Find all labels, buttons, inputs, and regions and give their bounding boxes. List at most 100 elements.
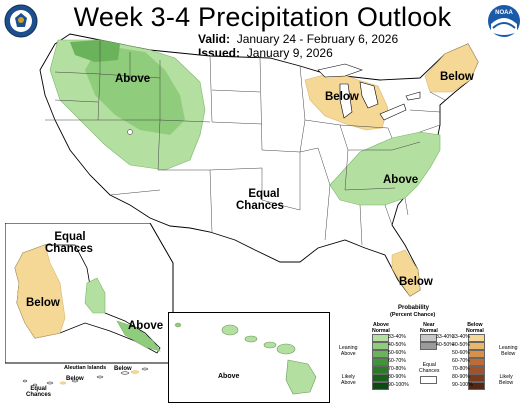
alaska-inset xyxy=(5,223,174,387)
leaning-below-2: Below xyxy=(501,351,516,357)
above-swatch-7 xyxy=(372,382,389,390)
legend-likely-below: Likely Below xyxy=(499,374,513,386)
below-northeast-region xyxy=(424,43,479,93)
near-swatch-2 xyxy=(420,342,437,350)
above-range-2: 40-50% xyxy=(388,342,406,348)
legend-title-line1: Probability xyxy=(398,305,430,311)
equal-chances-1: Equal xyxy=(422,362,436,368)
below-swatch-5 xyxy=(468,366,485,374)
label-below-florida: Below xyxy=(399,276,433,288)
alaska-below-region xyxy=(14,244,66,339)
map-title: Week 3-4 Precipitation Outlook xyxy=(73,2,452,32)
below-swatch-6 xyxy=(468,374,485,382)
alaska-panhandle-above xyxy=(116,320,161,352)
near-range-1: 33-40% xyxy=(436,334,454,340)
alaska-equal-line1: Equal xyxy=(54,231,86,243)
label-aleutian-islands: Aleutian Islands xyxy=(64,365,107,371)
above-range-5: 70-80% xyxy=(388,366,406,372)
below-header-1: Below xyxy=(467,322,483,328)
label-aleutian-equal-chances: Equal Chances xyxy=(26,386,51,398)
lake-ontario xyxy=(405,91,421,101)
below-range-7: 90-100% xyxy=(452,382,473,388)
legend-leaning-below: Leaning Below xyxy=(499,345,517,357)
aleutian-islands-shapes xyxy=(22,367,149,387)
aleutian-equal-line1: Equal xyxy=(30,386,47,392)
leaning-above-2: Above xyxy=(340,351,356,357)
hawaii-islands xyxy=(221,324,317,395)
valid-line: Valid: January 24 - February 6, 2026 xyxy=(198,32,398,46)
above-range-6: 80-90% xyxy=(388,374,406,380)
lake-superior xyxy=(317,63,363,78)
below-range-2: 40-50% xyxy=(452,342,470,348)
legend-below-header: Below Normal xyxy=(466,322,484,334)
label-alaska-below: Below xyxy=(26,297,60,309)
near-header-2: Normal xyxy=(420,328,438,334)
noaa-logo-icon: NOAA xyxy=(488,5,520,37)
legend-likely-above: Likely Above xyxy=(341,374,356,386)
label-below-great-lakes: Below xyxy=(325,91,359,103)
legend-equal-swatch xyxy=(420,376,437,384)
leaning-above-1: Leaning xyxy=(339,345,358,351)
lake-michigan xyxy=(339,83,353,119)
below-range-3: 50-60% xyxy=(452,350,470,356)
noaa-text: NOAA xyxy=(495,10,513,16)
above-northwest-inner xyxy=(70,40,120,62)
below-swatch-7 xyxy=(468,382,485,390)
alaska-equal-line2: Chances xyxy=(45,243,93,255)
above-header-2: Normal xyxy=(372,328,390,334)
above-range-1: 33-40% xyxy=(388,334,406,340)
issued-date: January 9, 2026 xyxy=(246,46,333,60)
above-swatch-2 xyxy=(372,342,389,350)
above-header-1: Above xyxy=(373,322,389,328)
equal-chances-2: Chances xyxy=(419,368,440,374)
below-range-5: 70-80% xyxy=(452,366,470,372)
likely-below-2: Below xyxy=(499,380,514,386)
label-above-northwest: Above xyxy=(115,73,151,85)
aleutian-equal-line2: Chances xyxy=(26,392,52,398)
below-swatch-3 xyxy=(468,350,485,358)
above-range-7: 90-100% xyxy=(388,382,409,388)
near-swatch-1 xyxy=(420,334,437,342)
label-aleutian-below-1: Below xyxy=(114,366,132,372)
above-range-4: 60-70% xyxy=(388,358,406,364)
hawaii-inset xyxy=(168,312,330,403)
likely-above-2: Above xyxy=(341,380,356,386)
above-range-3: 50-60% xyxy=(388,350,406,356)
label-hawaii-above: Above xyxy=(218,373,240,380)
below-swatch-4 xyxy=(468,358,485,366)
label-alaska-above: Above xyxy=(128,320,164,332)
label-aleutian-below-2: Below xyxy=(66,376,84,382)
lake-erie xyxy=(379,103,407,121)
legend-equal-chances: Equal Chances xyxy=(419,362,439,374)
below-range-4: 60-70% xyxy=(452,358,470,364)
above-swatch-3 xyxy=(372,350,389,358)
valid-label: Valid: xyxy=(198,32,231,46)
likely-above-1: Likely xyxy=(341,374,355,380)
label-alaska-equal-chances: Equal Chances xyxy=(45,231,93,255)
below-swatch-2 xyxy=(468,342,485,350)
above-swatch-5 xyxy=(372,366,389,374)
leaning-below-1: Leaning xyxy=(499,345,518,351)
below-swatch-1 xyxy=(468,334,485,342)
below-range-6: 80-90% xyxy=(452,374,470,380)
commerce-seal-icon xyxy=(4,4,38,38)
alaska-above-region xyxy=(84,277,106,314)
legend-title-line2: (Percent Chance) xyxy=(390,312,436,318)
legend-near-header: Near Normal xyxy=(420,322,438,334)
equal-center-line2: Chances xyxy=(236,200,284,212)
above-swatch-6 xyxy=(372,374,389,382)
below-florida-region xyxy=(391,249,421,297)
label-equal-chances-center: Equal Chances xyxy=(236,188,284,212)
label-below-northeast: Below xyxy=(440,71,474,83)
valid-dates: January 24 - February 6, 2026 xyxy=(236,32,399,46)
likely-below-1: Likely xyxy=(499,374,513,380)
below-range-1: 33-40% xyxy=(452,334,470,340)
below-header-2: Normal xyxy=(466,328,484,334)
near-range-2: 40-50% xyxy=(436,342,454,348)
lake-huron xyxy=(359,81,379,109)
equal-center-line1: Equal xyxy=(248,188,280,200)
legend-above-header: Above Normal xyxy=(372,322,390,334)
state-boundaries xyxy=(45,40,446,246)
great-salt-lake xyxy=(127,129,133,135)
